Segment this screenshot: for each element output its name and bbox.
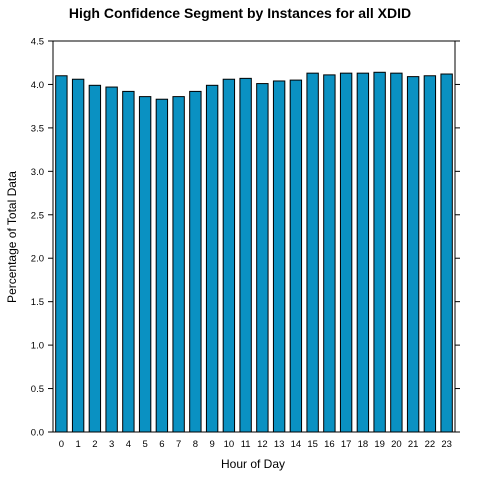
bar-hour-6 <box>155 98 169 433</box>
bar-hour-2 <box>88 84 102 433</box>
x-tick-label: 20 <box>391 439 402 450</box>
x-tick-label: 9 <box>209 439 214 450</box>
bar-hour-11 <box>239 77 252 433</box>
y-tick-label: 0.5 <box>31 384 44 395</box>
x-tick-label: 17 <box>341 439 352 450</box>
bar-hour-5 <box>138 96 152 433</box>
bar-hour-4 <box>122 90 135 433</box>
y-tick-label: 4.5 <box>31 37 44 48</box>
bar-hour-9 <box>205 84 219 433</box>
x-tick-label: 3 <box>109 439 114 450</box>
y-tick-label: 3.0 <box>31 167 44 178</box>
y-tick-label: 3.5 <box>31 123 44 134</box>
bar-hour-0 <box>55 75 68 433</box>
bars-group <box>55 71 453 433</box>
x-tick-label: 22 <box>425 439 436 450</box>
x-tick-label: 19 <box>374 439 385 450</box>
bar-hour-3 <box>105 86 118 433</box>
bar-hour-20 <box>390 72 403 433</box>
bar-hour-22 <box>423 75 437 433</box>
bar-hour-7 <box>172 96 185 433</box>
x-tick-label: 1 <box>75 439 80 450</box>
y-axis-label: Percentage of Total Data <box>5 171 19 303</box>
x-tick-label: 11 <box>241 439 251 450</box>
bar-hour-13 <box>272 80 286 433</box>
bar-hour-17 <box>339 72 353 433</box>
bar-hour-19 <box>373 71 386 433</box>
y-tick-label: 2.0 <box>31 254 44 265</box>
x-tick-label: 4 <box>126 439 131 450</box>
x-tick-label: 10 <box>224 439 235 450</box>
x-tick-label: 16 <box>324 439 335 450</box>
bar-hour-23 <box>440 73 453 433</box>
y-tick-label: 1.5 <box>31 297 44 308</box>
y-tick-label: 4.0 <box>31 80 44 91</box>
x-tick-label: 6 <box>159 439 164 450</box>
x-tick-label: 2 <box>92 439 97 450</box>
bar-hour-8 <box>189 90 202 433</box>
x-tick-label: 14 <box>291 439 302 450</box>
x-tick-label: 23 <box>441 439 452 450</box>
y-axis: 0.0 0.5 1.0 1.5 2.0 2.5 3.0 3.5 4.0 4.5 <box>31 37 460 439</box>
plot-frame <box>52 40 456 433</box>
x-tick-label: 13 <box>274 439 285 450</box>
bar-hour-14 <box>289 79 303 433</box>
x-tick-label: 5 <box>142 439 147 450</box>
x-tick-label: 7 <box>176 439 181 450</box>
bar-hour-10 <box>222 78 236 433</box>
x-tick-label: 12 <box>257 439 268 450</box>
x-tick-label: 0 <box>59 439 64 450</box>
y-tick-label: 1.0 <box>31 341 44 352</box>
chart-title: High Confidence Segment by Instances for… <box>69 5 411 21</box>
x-tick-label: 15 <box>307 439 318 450</box>
plot-border <box>52 40 456 433</box>
bar-hour-1 <box>71 78 85 433</box>
bar-hour-21 <box>406 76 420 433</box>
x-tick-label: 21 <box>408 439 419 450</box>
bar-hour-18 <box>356 72 370 433</box>
bar-hour-16 <box>323 74 336 433</box>
x-axis: 0 1 2 3 4 5 6 7 8 9 10 11 12 13 14 15 16 17 18 19 20 21 22 23 <box>59 439 452 450</box>
x-tick-label: 8 <box>193 439 198 450</box>
x-tick-label: 18 <box>358 439 369 450</box>
y-tick-label: 2.5 <box>31 210 44 221</box>
y-tick-label: 0.0 <box>31 428 44 439</box>
x-axis-label: Hour of Day <box>221 457 285 471</box>
bar-hour-12 <box>256 83 269 433</box>
bar-hour-15 <box>306 72 319 433</box>
